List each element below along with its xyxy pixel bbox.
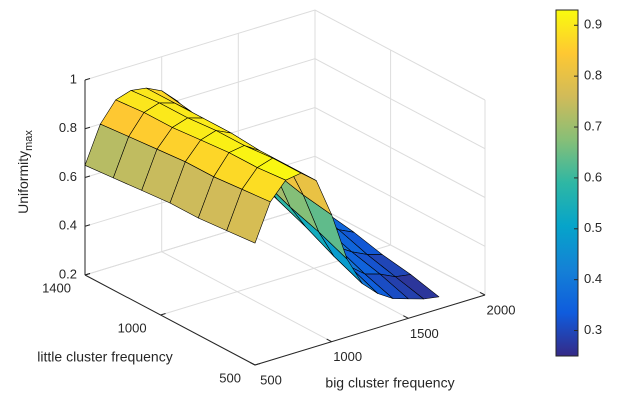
z-tick <box>84 175 91 178</box>
x-tick-label: 500 <box>260 372 282 387</box>
y-tick-label: 1400 <box>42 280 71 295</box>
x-tick-label: 1500 <box>410 326 439 341</box>
x-tick <box>249 361 256 366</box>
z-tick-label: 1 <box>70 71 77 86</box>
x-tick <box>479 291 486 296</box>
z-tick <box>84 78 91 81</box>
x-tick-label: 2000 <box>487 302 516 317</box>
y-tick-label: 500 <box>219 370 241 385</box>
surface-face <box>226 189 271 244</box>
z-axis-label: Uniformitymax <box>15 130 35 214</box>
y-axis-label: little cluster frequency <box>37 349 172 365</box>
colorbar <box>555 9 579 357</box>
y-grid-line <box>254 100 486 366</box>
y-tick <box>160 313 166 316</box>
colorbar-tick-label: 0.6 <box>584 169 602 184</box>
colorbar-tick-label: 0.7 <box>584 118 602 133</box>
z-tick-label: 0.6 <box>59 169 77 184</box>
y-tick <box>84 273 91 276</box>
colorbar-tick-label: 0.5 <box>584 220 602 235</box>
z-grid-line <box>84 204 486 296</box>
x-tick-label: 1000 <box>333 349 362 364</box>
z-axis-label-main: Uniformity <box>15 151 31 214</box>
z-tick-label: 0.4 <box>59 218 77 233</box>
x-axis-label: big cluster frequency <box>325 375 454 391</box>
y-grid-line <box>160 50 392 316</box>
colorbar-tick-label: 0.3 <box>584 322 602 337</box>
colorbar-tick-label: 0.9 <box>584 17 602 32</box>
z-tick <box>84 224 91 227</box>
z-grid-line <box>84 9 486 101</box>
colorbar-tick-label: 0.4 <box>584 271 602 286</box>
x-tick <box>403 315 409 319</box>
z-tick-label: 0.2 <box>59 266 77 281</box>
z-tick-label: 0.8 <box>59 120 77 135</box>
x-tick <box>326 338 332 343</box>
z-tick <box>84 126 91 130</box>
x-axis <box>254 294 486 366</box>
z-axis-label-subscript: max <box>23 130 35 151</box>
y-tick <box>254 363 261 366</box>
colorbar-tick-label: 0.8 <box>584 68 602 83</box>
y-tick-label: 1000 <box>118 320 147 335</box>
y-axis <box>84 274 256 366</box>
